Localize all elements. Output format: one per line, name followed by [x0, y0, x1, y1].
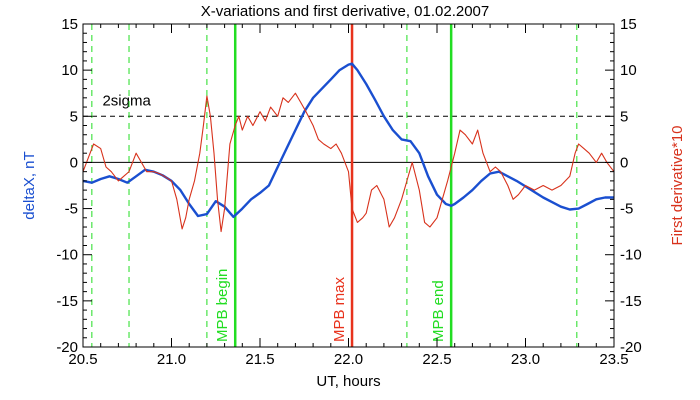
vertical-marker-label-4: MPB max: [331, 276, 348, 342]
x-tick-label-4: 22.5: [422, 351, 451, 368]
x-tick-label-3: 22.0: [334, 351, 363, 368]
y-tick-label-left-1: -15: [56, 293, 78, 310]
x-tick-label-5: 23.0: [511, 351, 540, 368]
plot-frame: [82, 23, 615, 348]
y-tick-label-right-6: 10: [620, 62, 637, 79]
y-tick-label-right-4: 0: [620, 154, 628, 171]
y-tick-label-right-3: -5: [620, 201, 633, 218]
plot-area: 2sigma MPB begin MPB max MPB end: [82, 24, 615, 347]
y-axis-label-left: deltaX, nT: [21, 151, 38, 219]
vertical-marker-label-3: MPB begin: [214, 269, 231, 342]
x-tick-label-2: 21.5: [245, 351, 274, 368]
vertical-marker-label-6: MPB end: [430, 280, 447, 342]
reference-label-0: 2sigma: [102, 92, 151, 109]
series-line-1: [82, 92, 615, 233]
y-tick-label-left-6: 10: [61, 62, 78, 79]
y-tick-label-right-0: -20: [620, 339, 642, 356]
y-tick-label-left-7: 15: [61, 16, 78, 33]
y-tick-label-left-5: 5: [70, 108, 78, 125]
y-tick-label-left-3: -5: [65, 201, 78, 218]
y-tick-label-right-5: 5: [620, 108, 628, 125]
y-axis-label-right: First derivative*10: [669, 125, 686, 245]
x-tick-label-1: 21.0: [157, 351, 186, 368]
x-tick-label-0: 20.5: [68, 351, 97, 368]
y-tick-label-left-2: -10: [56, 247, 78, 264]
y-axis-right: -20 -15 -10 -5 0 5 10 15: [605, 16, 642, 356]
y-tick-label-left-4: 0: [70, 154, 78, 171]
x-tick-label-6: 23.5: [599, 351, 628, 368]
y-tick-label-left-0: -20: [56, 339, 78, 356]
chart-title: X-variations and first derivative, 01.02…: [201, 3, 490, 20]
y-tick-label-right-2: -10: [620, 247, 642, 264]
x-axis-label: UT, hours: [316, 373, 380, 390]
series-line-0: [82, 62, 614, 219]
x-axis: 20.5 21.0 21.5 22.0 22.5 23.0 23.5: [68, 24, 629, 368]
y-axis-left: -20 -15 -10 -5 0 5 10 15: [56, 16, 92, 356]
y-tick-label-right-7: 15: [620, 16, 637, 33]
y-tick-label-right-1: -15: [620, 293, 642, 310]
